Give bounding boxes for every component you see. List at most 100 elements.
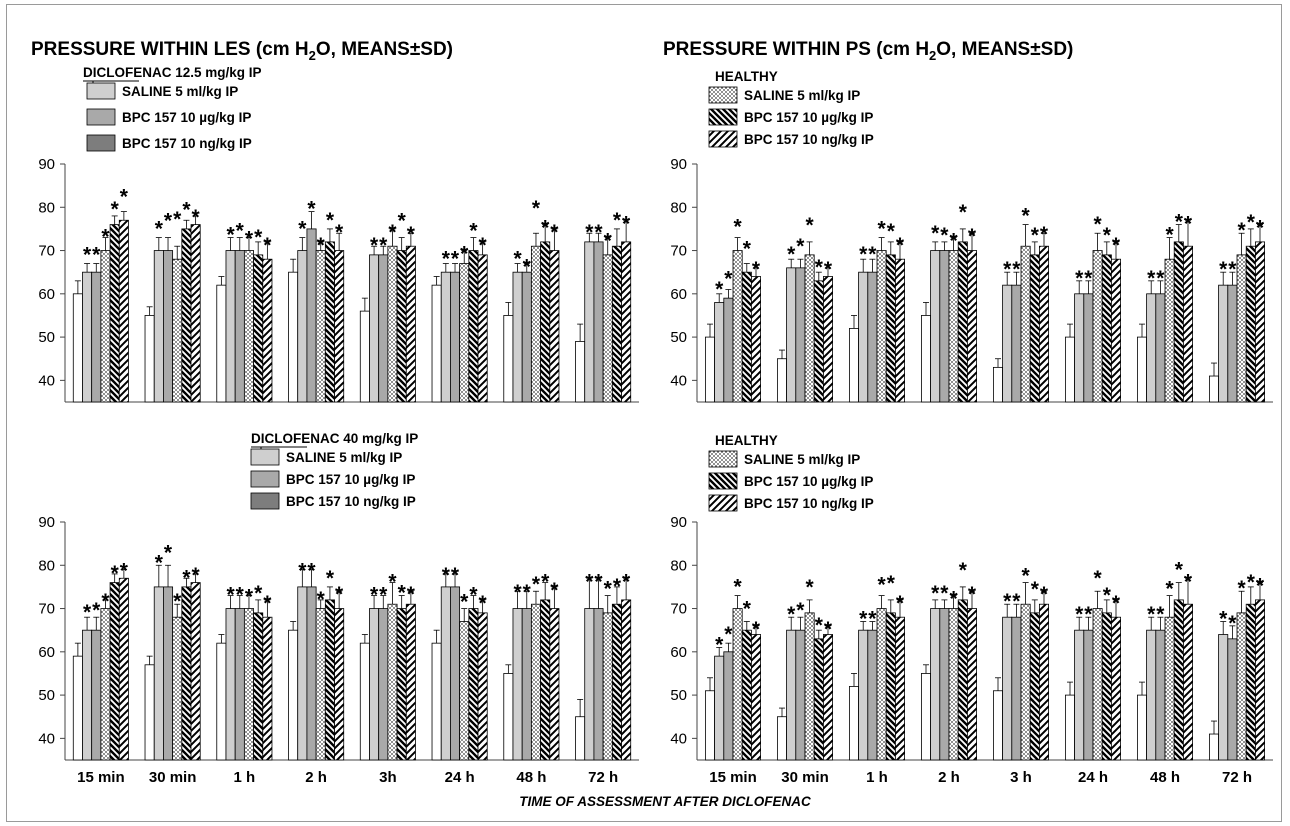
bar (867, 271, 878, 403)
bar (885, 612, 896, 761)
bar (930, 608, 941, 761)
significance-asterisk: * (254, 582, 263, 605)
panel-ps-title-a: PRESSURE WITHIN PS (cm H (663, 39, 929, 60)
significance-asterisk: * (407, 223, 416, 246)
significance-asterisk: * (1247, 571, 1256, 594)
bar (584, 608, 595, 761)
significance-asterisk: * (806, 576, 815, 599)
bar (1074, 293, 1085, 403)
significance-asterisk: * (1112, 592, 1121, 615)
significance-asterisk: * (83, 244, 92, 267)
x-category-label: 30 min (781, 769, 829, 786)
significance-asterisk: * (379, 234, 388, 257)
y-tick-label: 80 (670, 557, 687, 574)
significance-asterisk: * (868, 243, 877, 266)
significance-asterisk: * (1075, 603, 1084, 626)
x-category-label: 3 h (1010, 769, 1032, 786)
bar (503, 315, 514, 403)
legend: DICLOFENAC 40 mg/kg IP SALINE 5 ml/kg IP B… (250, 431, 418, 510)
bar (1111, 258, 1122, 403)
bar (593, 608, 604, 761)
y-tick-label: 90 (38, 156, 55, 173)
bar (858, 629, 869, 761)
bar (297, 250, 308, 403)
bar (1155, 629, 1166, 761)
bar (440, 271, 451, 403)
legend-label: BPC 157 10 µg/kg IP (286, 472, 415, 487)
bar (584, 241, 595, 403)
significance-asterisk: * (787, 603, 796, 626)
legend-swatch (86, 134, 116, 152)
legend-heading: HEALTHY (715, 69, 778, 84)
bar (1137, 694, 1148, 761)
significance-asterisk: * (1219, 258, 1228, 281)
significance-asterisk: * (298, 560, 307, 583)
bar (867, 629, 878, 761)
y-tick-label: 90 (38, 514, 55, 531)
legend-swatch (708, 86, 738, 104)
y-tick-label: 40 (38, 372, 55, 389)
bar (172, 616, 183, 761)
bar (1164, 616, 1175, 761)
bar (786, 267, 797, 403)
significance-asterisk: * (370, 234, 379, 257)
bar (1173, 599, 1184, 761)
significance-asterisk: * (613, 575, 622, 598)
significance-asterisk: * (815, 256, 824, 279)
bar (549, 608, 560, 761)
panel-ps-title: PRESSURE WITHIN PS (cm H2O, MEANS±SD) (663, 39, 1073, 63)
bar (1039, 603, 1050, 761)
significance-asterisk: * (806, 214, 815, 237)
bar (1083, 293, 1094, 403)
legend-swatch (708, 494, 738, 512)
bar (621, 241, 632, 403)
bar (1011, 616, 1022, 761)
bar (993, 690, 1004, 761)
significance-asterisk: * (1012, 590, 1021, 613)
bar (777, 716, 788, 761)
significance-asterisk: * (959, 559, 968, 582)
bar (306, 586, 317, 761)
bar (91, 271, 102, 403)
significance-asterisk: * (469, 584, 478, 607)
legend-heading: DICLOFENAC 40 mg/kg IP (251, 431, 418, 446)
legend-label: BPC 157 10 µg/kg IP (122, 110, 251, 125)
bar (405, 603, 416, 761)
bar (714, 302, 725, 403)
significance-asterisk: * (1147, 603, 1156, 626)
significance-asterisk: * (245, 586, 254, 609)
bar (440, 586, 451, 761)
bar (549, 250, 560, 403)
significance-asterisk: * (236, 584, 245, 607)
bar (359, 310, 370, 403)
significance-asterisk: * (1147, 267, 1156, 290)
bar (895, 616, 906, 761)
bar (216, 642, 227, 761)
bar (957, 599, 968, 761)
bar (91, 629, 102, 761)
significance-asterisk: * (1103, 584, 1112, 607)
bar (849, 686, 860, 761)
bar (262, 616, 273, 761)
significance-asterisk: * (931, 222, 940, 245)
bar (575, 716, 586, 761)
bar (431, 284, 442, 403)
bar (1146, 629, 1157, 761)
significance-asterisk: * (968, 583, 977, 606)
panel-les-title-sub: 2 (309, 48, 316, 63)
significance-asterisk: * (101, 226, 110, 249)
significance-asterisk: * (370, 584, 379, 607)
bar (72, 293, 83, 403)
x-category-label: 24 h (445, 769, 475, 786)
y-tick-label: 90 (670, 514, 687, 531)
significance-asterisk: * (550, 221, 559, 244)
bar (1065, 694, 1076, 761)
bar (1137, 336, 1148, 403)
bar (297, 586, 308, 761)
bar (593, 241, 604, 403)
legend-label: SALINE 5 ml/kg IP (744, 88, 860, 103)
x-category-label: 2 h (938, 769, 960, 786)
bar (172, 258, 183, 403)
bar (306, 228, 317, 403)
